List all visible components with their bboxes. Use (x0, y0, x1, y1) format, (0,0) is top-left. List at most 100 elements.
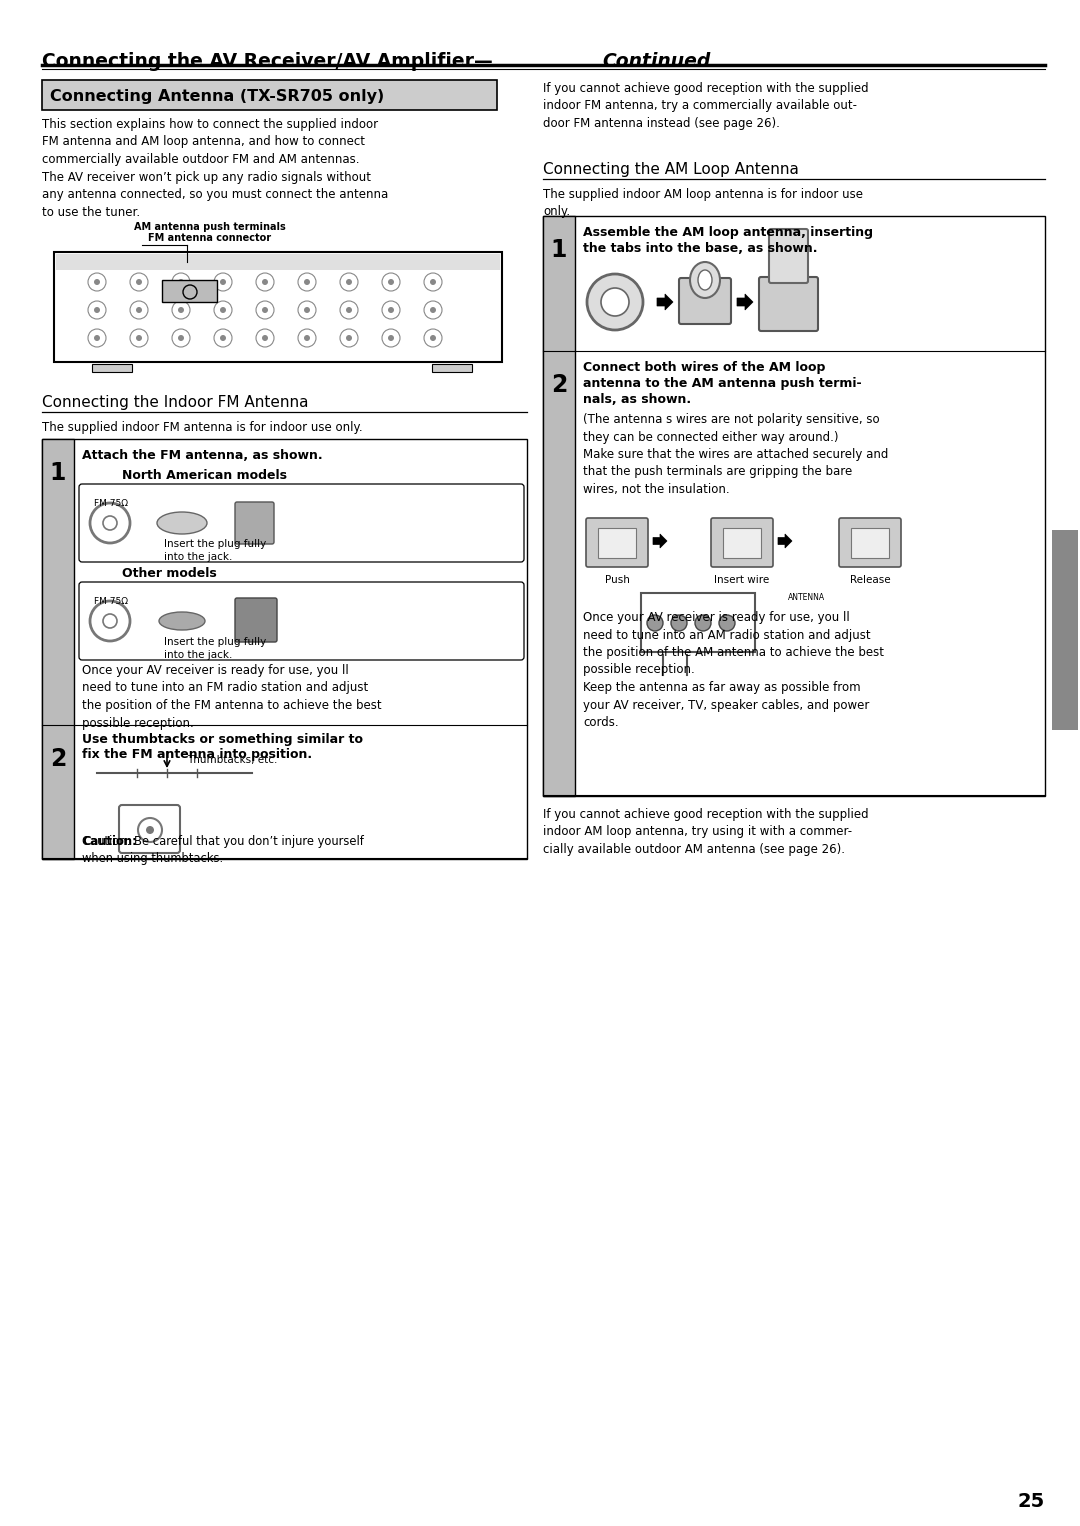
Text: AM antenna push terminals: AM antenna push terminals (134, 221, 286, 232)
Text: Other models: Other models (122, 568, 217, 580)
FancyBboxPatch shape (1052, 530, 1078, 729)
FancyBboxPatch shape (543, 217, 575, 797)
FancyBboxPatch shape (79, 484, 524, 562)
FancyBboxPatch shape (54, 252, 502, 362)
Text: Connecting the AV Receiver/AV Amplifier—: Connecting the AV Receiver/AV Amplifier— (42, 52, 492, 72)
Circle shape (220, 336, 226, 340)
Circle shape (136, 307, 141, 313)
Circle shape (346, 307, 352, 313)
Text: Connecting Antenna (TX-SR705 only): Connecting Antenna (TX-SR705 only) (50, 89, 384, 104)
FancyBboxPatch shape (42, 79, 497, 110)
Text: The supplied indoor AM loop antenna is for indoor use
only.: The supplied indoor AM loop antenna is f… (543, 188, 863, 218)
Text: Insert wire: Insert wire (714, 575, 770, 584)
Circle shape (262, 336, 268, 340)
Circle shape (178, 279, 184, 285)
Text: Caution:: Caution: (82, 835, 137, 848)
FancyBboxPatch shape (79, 581, 524, 661)
Text: ANTENNA: ANTENNA (788, 594, 825, 601)
FancyBboxPatch shape (586, 517, 648, 568)
Text: Release: Release (850, 575, 890, 584)
FancyBboxPatch shape (235, 502, 274, 543)
Circle shape (346, 279, 352, 285)
Text: The supplied indoor FM antenna is for indoor use only.: The supplied indoor FM antenna is for in… (42, 421, 363, 433)
FancyBboxPatch shape (162, 279, 217, 302)
Circle shape (146, 826, 154, 835)
Text: Continued: Continued (602, 52, 711, 72)
Text: Once your AV receiver is ready for use, you ll
need to tune into an AM radio sta: Once your AV receiver is ready for use, … (583, 610, 885, 729)
Circle shape (719, 615, 735, 630)
Text: Connecting the AM Loop Antenna: Connecting the AM Loop Antenna (543, 162, 799, 177)
Text: Once your AV receiver is ready for use, you ll
need to tune into an FM radio sta: Once your AV receiver is ready for use, … (82, 664, 381, 729)
Text: This section explains how to connect the supplied indoor
FM antenna and AM loop : This section explains how to connect the… (42, 118, 388, 218)
Circle shape (94, 307, 100, 313)
FancyBboxPatch shape (235, 598, 276, 642)
Polygon shape (737, 295, 753, 310)
Text: (The antenna s wires are not polarity sensitive, so
they can be connected either: (The antenna s wires are not polarity se… (583, 414, 889, 496)
FancyBboxPatch shape (42, 439, 75, 859)
Ellipse shape (159, 612, 205, 630)
Text: 1: 1 (551, 238, 567, 262)
Circle shape (388, 279, 394, 285)
Text: FM 75Ω: FM 75Ω (94, 499, 129, 508)
Text: FM antenna connector: FM antenna connector (148, 233, 271, 243)
Ellipse shape (698, 270, 712, 290)
Text: 2: 2 (50, 748, 66, 771)
Text: Attach the FM antenna, as shown.: Attach the FM antenna, as shown. (82, 449, 323, 462)
FancyBboxPatch shape (598, 528, 636, 559)
FancyBboxPatch shape (723, 528, 761, 559)
Circle shape (303, 336, 310, 340)
Text: Push: Push (605, 575, 630, 584)
FancyBboxPatch shape (711, 517, 773, 568)
Text: Insert the plug fully
into the jack.: Insert the plug fully into the jack. (164, 636, 267, 659)
Circle shape (136, 279, 141, 285)
Circle shape (178, 336, 184, 340)
Text: 1: 1 (50, 461, 66, 485)
Text: 25: 25 (1017, 1492, 1045, 1511)
Text: Assemble the AM loop antenna, inserting
the tabs into the base, as shown.: Assemble the AM loop antenna, inserting … (583, 226, 873, 255)
Circle shape (588, 275, 643, 330)
Circle shape (262, 307, 268, 313)
FancyBboxPatch shape (42, 439, 527, 859)
Polygon shape (778, 534, 792, 548)
FancyBboxPatch shape (119, 806, 180, 853)
FancyBboxPatch shape (839, 517, 901, 568)
Text: If you cannot achieve good reception with the supplied
indoor AM loop antenna, t: If you cannot achieve good reception wit… (543, 807, 868, 856)
Polygon shape (653, 534, 667, 548)
FancyBboxPatch shape (769, 229, 808, 282)
Circle shape (262, 279, 268, 285)
Text: Thumbtacks, etc.: Thumbtacks, etc. (187, 755, 278, 765)
FancyBboxPatch shape (679, 278, 731, 324)
Circle shape (388, 307, 394, 313)
FancyBboxPatch shape (432, 365, 472, 372)
Text: Connecting the Indoor FM Antenna: Connecting the Indoor FM Antenna (42, 395, 309, 410)
Polygon shape (657, 295, 673, 310)
Circle shape (388, 336, 394, 340)
Circle shape (430, 307, 436, 313)
Text: If you cannot achieve good reception with the supplied
indoor FM antenna, try a : If you cannot achieve good reception wit… (543, 82, 868, 130)
Text: North American models: North American models (122, 468, 287, 482)
Circle shape (600, 288, 629, 316)
Circle shape (430, 279, 436, 285)
Circle shape (696, 615, 711, 630)
Circle shape (430, 336, 436, 340)
FancyBboxPatch shape (642, 594, 755, 652)
Circle shape (303, 307, 310, 313)
Text: Use thumbtacks or something similar to
fix the FM antenna into position.: Use thumbtacks or something similar to f… (82, 732, 363, 761)
Text: 2: 2 (551, 372, 567, 397)
FancyBboxPatch shape (759, 278, 818, 331)
Circle shape (671, 615, 687, 630)
Circle shape (346, 336, 352, 340)
FancyBboxPatch shape (56, 253, 500, 270)
Text: FM 75Ω: FM 75Ω (94, 597, 129, 606)
Circle shape (220, 307, 226, 313)
Circle shape (136, 336, 141, 340)
Ellipse shape (157, 513, 207, 534)
Circle shape (220, 279, 226, 285)
FancyBboxPatch shape (851, 528, 889, 559)
Text: Caution: Be careful that you don’t injure yourself
when using thumbtacks.: Caution: Be careful that you don’t injur… (82, 835, 364, 865)
FancyBboxPatch shape (92, 365, 132, 372)
Circle shape (94, 279, 100, 285)
Ellipse shape (690, 262, 720, 298)
Text: Insert the plug fully
into the jack.: Insert the plug fully into the jack. (164, 539, 267, 562)
Circle shape (94, 336, 100, 340)
